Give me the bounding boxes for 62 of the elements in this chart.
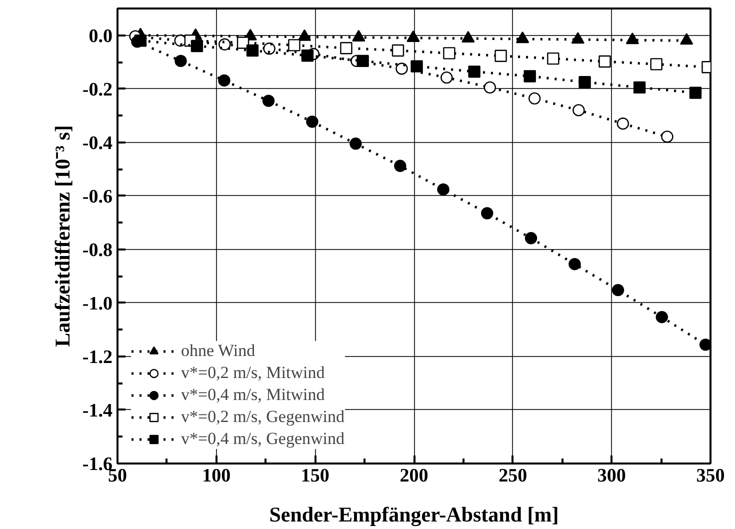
point bbox=[350, 138, 362, 150]
point bbox=[484, 81, 496, 94]
point bbox=[528, 92, 541, 105]
x-tick-label: 250 bbox=[498, 466, 528, 486]
legend-label: ohne Wind bbox=[181, 341, 256, 361]
point bbox=[598, 55, 611, 68]
point bbox=[394, 160, 406, 172]
point bbox=[410, 60, 423, 72]
y-tick-label: -1.4 bbox=[82, 400, 113, 422]
point bbox=[568, 258, 581, 270]
point bbox=[134, 34, 147, 47]
point bbox=[263, 42, 276, 55]
point bbox=[572, 104, 585, 116]
point bbox=[392, 44, 404, 57]
point bbox=[616, 118, 630, 130]
y-tick-label: 0.0 bbox=[88, 26, 112, 47]
point bbox=[481, 207, 494, 220]
legend-label: v*=0,2 m/s, Gegenwind bbox=[181, 407, 345, 427]
legend-label: v*=0,4 m/s, Gegenwind bbox=[181, 429, 345, 449]
point bbox=[443, 47, 456, 60]
point bbox=[524, 70, 536, 82]
y-tick-label: -0.4 bbox=[82, 132, 113, 154]
point bbox=[650, 58, 662, 70]
point bbox=[396, 62, 408, 75]
point bbox=[288, 39, 300, 52]
point bbox=[661, 130, 674, 143]
point bbox=[612, 284, 624, 296]
point bbox=[494, 50, 507, 62]
point bbox=[699, 338, 710, 351]
legend-label: v*=0,2 m/s, Mitwind bbox=[181, 363, 325, 383]
point bbox=[578, 76, 591, 88]
point bbox=[356, 54, 369, 68]
point bbox=[218, 74, 230, 87]
point bbox=[689, 86, 702, 99]
x-axis-title: Sender-Empfänger-Abstand [m] bbox=[269, 502, 559, 526]
x-tick-label: 150 bbox=[300, 466, 330, 486]
x-tick-label: 200 bbox=[400, 466, 428, 486]
point bbox=[468, 66, 480, 78]
point bbox=[440, 71, 453, 84]
point bbox=[340, 42, 352, 54]
x-tick-label: 100 bbox=[202, 466, 231, 486]
y-tick-label: -0.6 bbox=[82, 186, 112, 208]
point bbox=[174, 54, 187, 68]
point bbox=[190, 40, 204, 52]
point bbox=[437, 183, 450, 196]
point bbox=[524, 232, 538, 244]
legend-label: v*=0,4 m/s, Mitwind bbox=[181, 385, 325, 405]
x-tick-label: 300 bbox=[597, 466, 626, 486]
point bbox=[633, 81, 646, 94]
y-axis-title: Laufzeitdifferenz [10⁻³ s] bbox=[50, 125, 74, 347]
y-tick-label: -1.2 bbox=[82, 346, 112, 368]
point bbox=[306, 116, 318, 128]
y-tick-label: -1.0 bbox=[82, 293, 112, 314]
x-tick-label: 350 bbox=[696, 466, 725, 486]
point bbox=[246, 44, 259, 57]
point bbox=[301, 50, 314, 62]
y-tick-label: -0.2 bbox=[82, 79, 112, 100]
point bbox=[262, 94, 275, 107]
point bbox=[656, 311, 668, 324]
y-tick-label: -0.8 bbox=[82, 240, 112, 261]
point bbox=[236, 36, 250, 49]
point bbox=[547, 52, 560, 65]
